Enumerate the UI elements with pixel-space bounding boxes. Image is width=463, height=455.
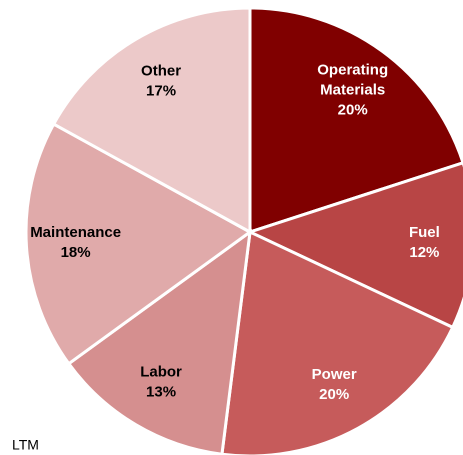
slice-label: Fuel 12% xyxy=(409,224,440,261)
slice-label: Power 20% xyxy=(312,366,357,403)
slice-value: 20% xyxy=(338,102,368,119)
slice-name-line: Operating xyxy=(317,62,388,79)
slice-name-line: Materials xyxy=(320,82,385,99)
slice-name: Other xyxy=(141,63,181,80)
pie-slice xyxy=(220,229,455,455)
slice-name: Fuel xyxy=(409,224,440,241)
footnote: LTM xyxy=(12,437,39,453)
slice-value: 18% xyxy=(61,244,91,261)
slice-value: 17% xyxy=(146,83,176,100)
pie-slice xyxy=(248,6,463,235)
pie-slice xyxy=(66,228,252,455)
slice-value: 20% xyxy=(319,386,349,403)
slice-value: 12% xyxy=(409,244,439,261)
pie-slice xyxy=(51,6,252,235)
pie-slice xyxy=(24,122,253,366)
slice-name: Operating Materials xyxy=(317,62,388,99)
slice-label: Labor 13% xyxy=(140,363,182,400)
slice-label: Maintenance 18% xyxy=(30,224,121,261)
slice-label: Other 17% xyxy=(141,63,181,100)
slice-value: 13% xyxy=(146,383,176,400)
slice-name: Power xyxy=(312,366,357,383)
pie-slice xyxy=(245,161,463,330)
slice-name: Labor xyxy=(140,363,182,380)
slice-name: Maintenance xyxy=(30,224,121,241)
slice-label: Operating Materials 20% xyxy=(317,62,388,119)
